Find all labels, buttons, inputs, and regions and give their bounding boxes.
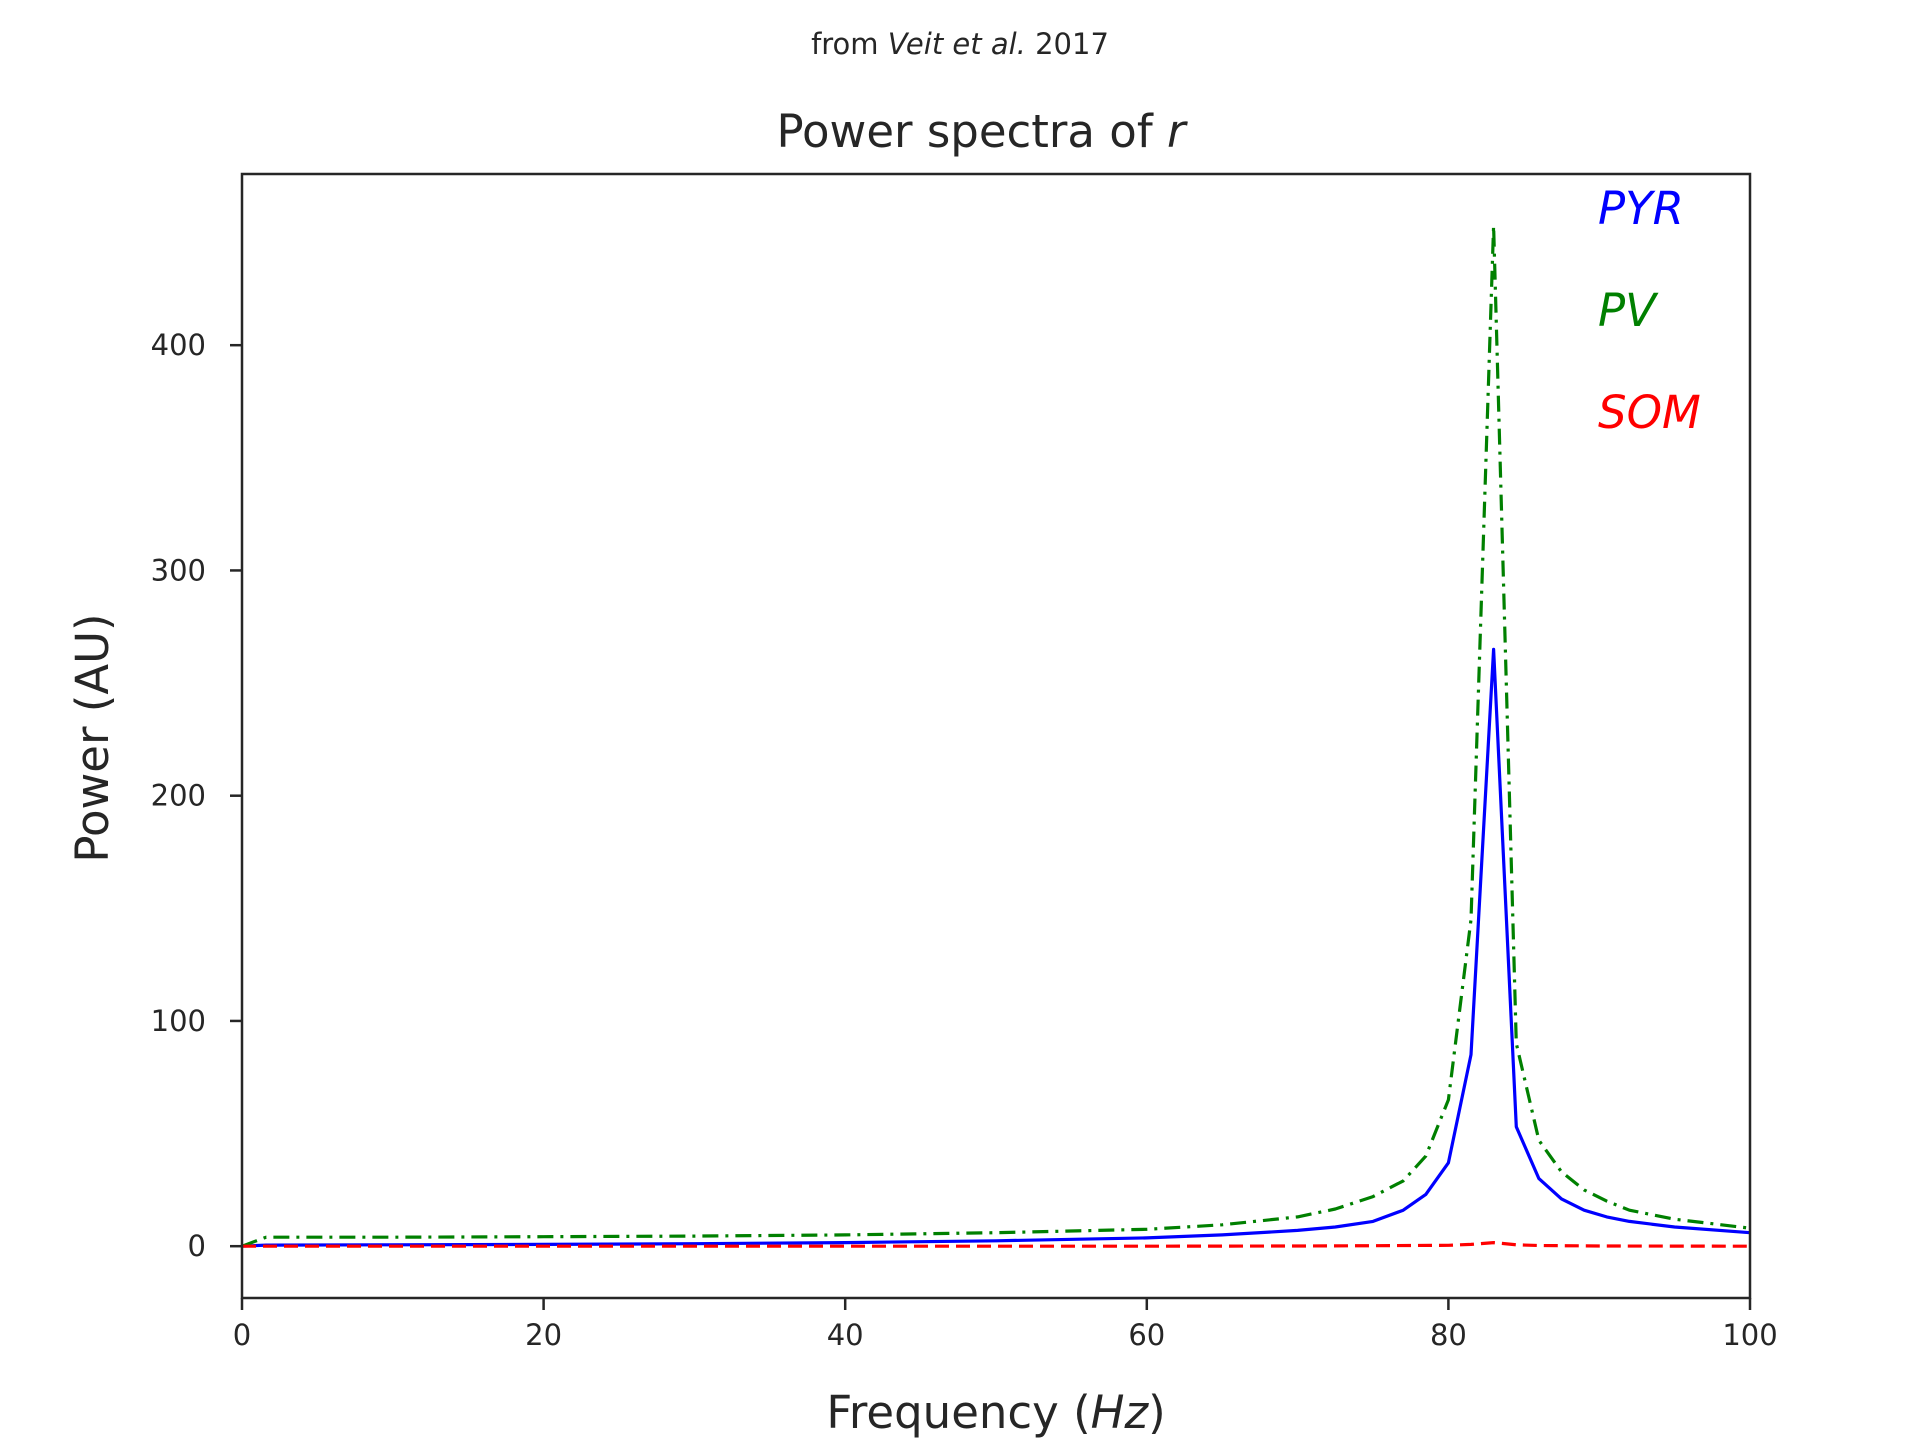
y-tick-label: 200 <box>151 779 206 813</box>
y-tick-label: 400 <box>151 328 206 362</box>
series-line-som <box>242 1240 1751 1248</box>
x-axis-ticks: 0 20 40 60 80 100 <box>233 1298 1778 1352</box>
x-axis-label: Frequency (Hz) <box>826 1386 1165 1439</box>
y-axis-label: Power (AU) <box>66 613 119 862</box>
series-line-pyr <box>241 647 1751 1248</box>
x-tick-label: 20 <box>525 1318 562 1352</box>
y-axis-ticks: 0 100 200 300 400 <box>151 328 242 1263</box>
y-tick-label: 300 <box>151 553 206 587</box>
legend: PYR PV SOM <box>1598 182 1701 439</box>
chart-title: Power spectra of r <box>776 105 1188 158</box>
legend-label-som: SOM <box>1598 386 1701 439</box>
legend-label-pv: PV <box>1598 284 1659 337</box>
y-tick-label: 100 <box>151 1004 206 1038</box>
legend-label-pyr: PYR <box>1598 182 1684 235</box>
series-line-pv <box>241 224 1751 1248</box>
x-tick-label: 0 <box>233 1318 251 1352</box>
y-tick-label: 0 <box>188 1229 206 1263</box>
chart-suptitle: from Veit et al. 2017 <box>811 27 1109 61</box>
x-tick-label: 100 <box>1722 1318 1777 1352</box>
x-tick-label: 40 <box>827 1318 864 1352</box>
plot-frame <box>240 172 1752 1300</box>
x-tick-label: 60 <box>1128 1318 1165 1352</box>
x-tick-label: 80 <box>1430 1318 1467 1352</box>
series-group <box>241 224 1751 1248</box>
